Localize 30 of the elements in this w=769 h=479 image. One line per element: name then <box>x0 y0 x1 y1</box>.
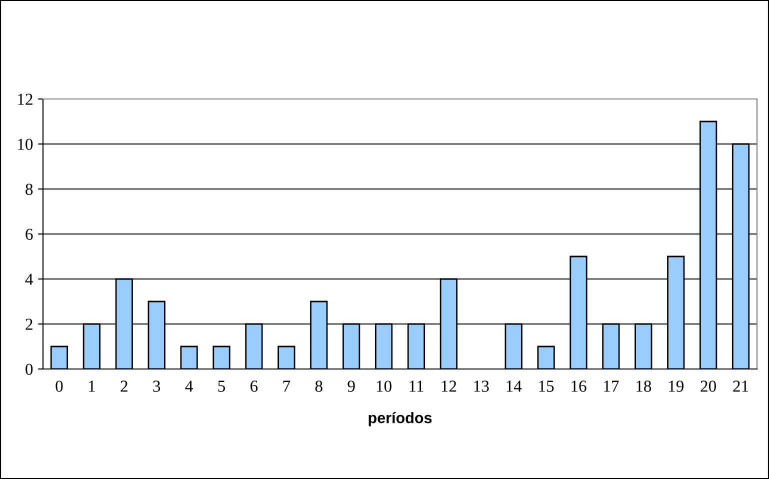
y-tick-label: 12 <box>18 94 32 105</box>
x-tick-label: 12 <box>442 380 456 392</box>
x-tick-label: 10 <box>376 380 392 392</box>
x-tick-label: 17 <box>604 380 619 392</box>
x-tick-label: 21 <box>733 380 748 392</box>
x-tick-label: 16 <box>572 380 586 392</box>
x-tick-label: 20 <box>700 380 716 392</box>
x-tick-label: 4 <box>185 380 193 392</box>
x-tick-label: 2 <box>120 380 128 392</box>
x-axis-title: períodos <box>368 412 432 426</box>
x-tick-label: 18 <box>636 380 652 392</box>
x-tick-label: 6 <box>250 380 258 392</box>
x-tick-label: 9 <box>348 380 355 392</box>
x-tick-label: 19 <box>668 380 684 392</box>
x-tick-label: 11 <box>410 380 424 392</box>
x-tick-label: 1 <box>88 380 95 392</box>
x-tick-label: 0 <box>56 380 63 392</box>
x-tick-label: 15 <box>539 380 554 392</box>
y-tick-label: 2 <box>26 318 32 330</box>
x-tick-label: 7 <box>283 380 290 392</box>
x-tick-label: 13 <box>474 380 489 392</box>
y-tick-label: 0 <box>26 364 33 375</box>
y-tick-label: 6 <box>26 228 33 240</box>
y-tick-label: 8 <box>26 184 33 195</box>
x-tick-label: 14 <box>506 380 522 392</box>
x-tick-label: 5 <box>218 380 226 392</box>
y-tick-label: 4 <box>25 274 34 285</box>
y-tick-label: 10 <box>18 138 33 150</box>
x-tick-label: 3 <box>153 380 160 392</box>
x-tick-label: 8 <box>315 380 322 392</box>
